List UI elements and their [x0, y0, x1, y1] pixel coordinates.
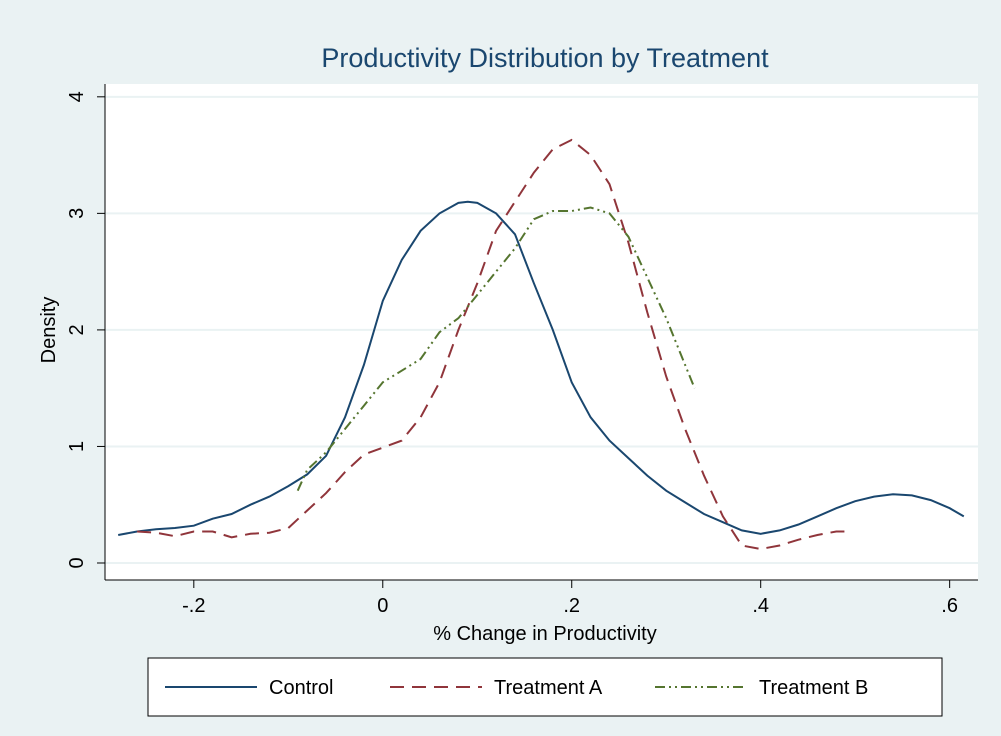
x-tick-label: .4 [752, 595, 769, 617]
x-tick-label: -.2 [182, 595, 205, 617]
chart-title: Productivity Distribution by Treatment [321, 43, 769, 73]
plot-area [105, 84, 978, 580]
legend-label: Treatment B [759, 677, 868, 699]
y-tick-label: 1 [66, 441, 88, 452]
y-axis-label: Density [38, 297, 60, 364]
x-tick-label: .2 [563, 595, 580, 617]
legend-label: Treatment A [494, 677, 603, 699]
y-tick-label: 3 [66, 208, 88, 219]
series-line [118, 200, 965, 536]
series-line [137, 138, 851, 551]
series-line [296, 206, 696, 492]
x-tick-label: .6 [941, 595, 958, 617]
x-axis-label: % Change in Productivity [433, 623, 656, 645]
legend-label: Control [269, 677, 333, 699]
x-tick-label: 0 [377, 595, 388, 617]
legend-box [147, 657, 943, 717]
y-tick-label: 0 [66, 557, 88, 568]
y-tick-label: 4 [66, 91, 88, 102]
y-tick-label: 2 [66, 324, 88, 335]
